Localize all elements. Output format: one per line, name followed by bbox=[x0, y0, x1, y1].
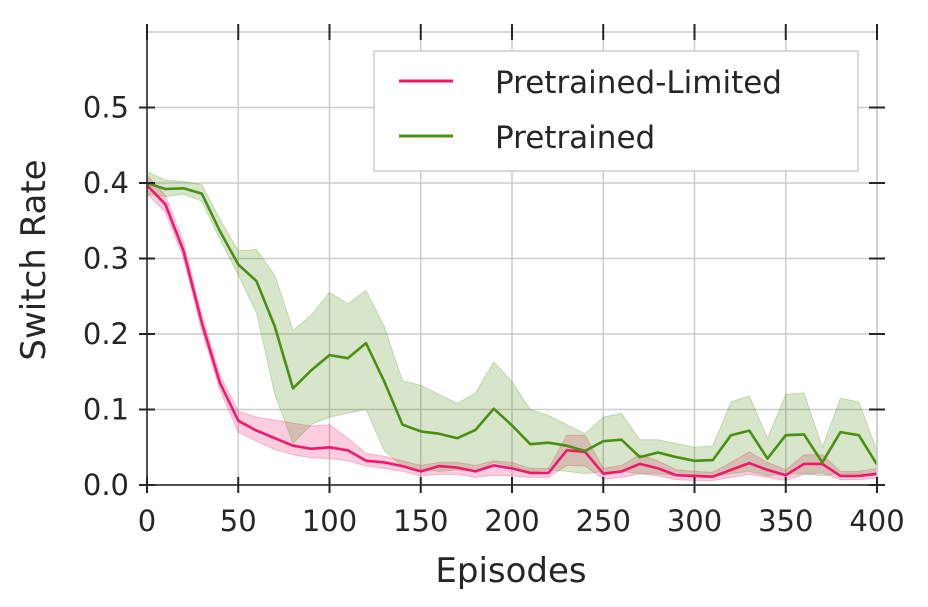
y-tick-label: 0.2 bbox=[83, 317, 129, 351]
legend-label-pretrained-limited: Pretrained-Limited bbox=[495, 65, 782, 101]
y-tick-label: 0.5 bbox=[83, 91, 129, 125]
y-tick-labels: 0.0 0.1 0.2 0.3 0.4 0.5 bbox=[83, 91, 129, 503]
legend: Pretrained-Limited Pretrained bbox=[373, 50, 859, 172]
x-tick-label: 0 bbox=[138, 504, 156, 538]
x-tick-label: 100 bbox=[302, 504, 357, 538]
y-tick-label: 0.0 bbox=[83, 468, 129, 502]
y-tick-label: 0.3 bbox=[83, 242, 129, 276]
x-tick-label: 50 bbox=[220, 504, 257, 538]
series-lines bbox=[146, 181, 879, 479]
y-tick-label: 0.1 bbox=[83, 393, 129, 427]
x-tick-label: 400 bbox=[849, 504, 904, 538]
series-line-pretrained bbox=[146, 181, 879, 466]
x-tick-label: 300 bbox=[667, 504, 722, 538]
x-tick-label: 350 bbox=[758, 504, 813, 538]
series-line-pretrained-limited bbox=[146, 184, 878, 479]
y-tick-label: 0.4 bbox=[83, 166, 129, 200]
x-tick-label: 150 bbox=[393, 504, 448, 538]
tick-marks bbox=[139, 24, 885, 493]
x-tick-label: 200 bbox=[484, 504, 539, 538]
legend-label-pretrained: Pretrained bbox=[495, 120, 655, 156]
y-axis-title: Switch Rate bbox=[14, 159, 54, 360]
x-tick-label: 250 bbox=[576, 504, 631, 538]
legend-box bbox=[373, 50, 859, 172]
x-axis-title: Episodes bbox=[435, 551, 586, 591]
x-tick-labels: 0 50 100 150 200 250 300 350 400 bbox=[138, 504, 905, 538]
